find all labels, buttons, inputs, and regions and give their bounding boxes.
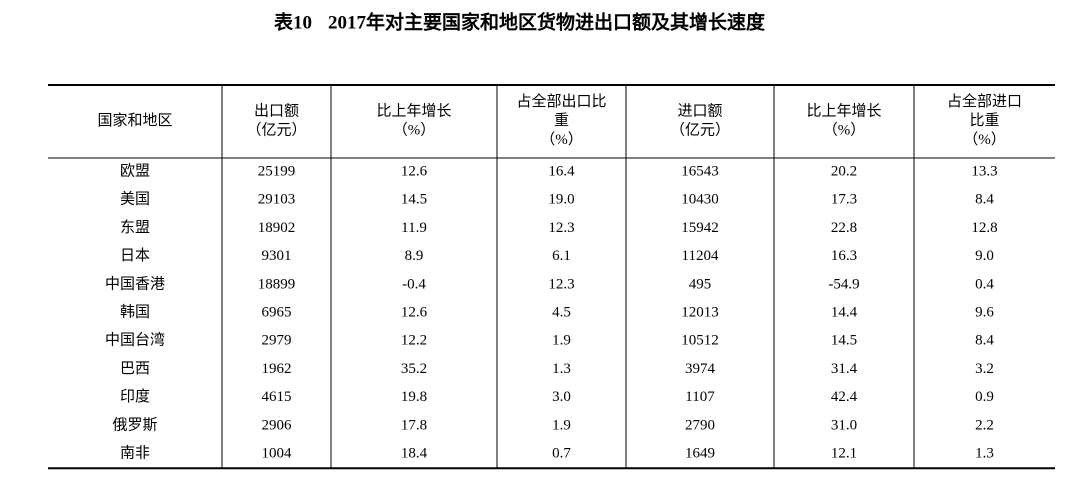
header-cell: 占全部进口 (947, 92, 1022, 110)
cell: 14.5 (401, 192, 427, 208)
header-cell: 比上年增长 (376, 102, 451, 119)
cell: 2790 (685, 417, 715, 433)
cell: 2979 (262, 333, 292, 349)
header-cell: 国家和地区 (97, 112, 172, 129)
cell: 12013 (681, 305, 719, 321)
cell: 18899 (258, 276, 296, 292)
cell: 3.0 (552, 389, 571, 405)
cell: 2.2 (975, 417, 994, 433)
row-label: 东盟 (120, 219, 150, 236)
cell: 0.7 (552, 446, 571, 462)
row-label: 欧盟 (120, 163, 150, 180)
cell: 6965 (262, 305, 292, 321)
title-number: 表10 (274, 10, 312, 33)
title-text: 2017年对主要国家和地区货物进出口额及其增长速度 (328, 10, 766, 33)
cell: 11.9 (401, 220, 427, 236)
row-label: 美国 (120, 191, 150, 208)
row-label: 韩国 (120, 304, 150, 321)
cell: 1.9 (552, 333, 571, 349)
cell: 9301 (262, 248, 292, 264)
cell: 25199 (258, 164, 296, 180)
header-cell: （亿元） (246, 121, 306, 138)
cell: 16543 (681, 164, 719, 180)
cell: 8.9 (405, 248, 424, 264)
cell: 12.8 (971, 220, 997, 236)
cell: 3.2 (975, 361, 994, 377)
cell: 1.3 (552, 361, 571, 377)
cell: 1004 (262, 446, 293, 462)
header-cell: （%） (963, 131, 1006, 148)
cell: 8.4 (975, 192, 994, 208)
cell: 18902 (258, 220, 296, 236)
cell: 19.0 (548, 192, 574, 208)
cell: 42.4 (831, 389, 858, 405)
header-cell: 比上年增长 (806, 102, 881, 119)
cell: 16.3 (831, 248, 857, 264)
cell: -54.9 (828, 276, 859, 292)
cell: 29103 (258, 192, 296, 208)
cell: 16.4 (548, 164, 575, 180)
cell: 6.1 (552, 248, 571, 264)
header-cell: 出口额 (254, 102, 299, 119)
cell: 8.4 (975, 333, 994, 349)
header-cell: （%） (540, 131, 583, 148)
header-cell: （亿元） (670, 121, 730, 138)
cell: 31.4 (831, 361, 858, 377)
cell: 0.4 (975, 276, 994, 292)
cell: 35.2 (401, 361, 427, 377)
cell: -0.4 (402, 276, 426, 292)
cell: 0.9 (975, 389, 994, 405)
header-cell: 重 (554, 112, 569, 129)
header-cell: 占全部出口比 (516, 92, 606, 110)
cell: 14.5 (831, 333, 857, 349)
row-label: 印度 (120, 388, 150, 405)
cell: 4.5 (552, 305, 571, 321)
cell: 17.8 (401, 417, 427, 433)
row-label: 中国台湾 (105, 332, 165, 349)
cell: 20.2 (831, 164, 857, 180)
header-cell: 比重 (969, 112, 999, 129)
cell: 1.9 (552, 417, 571, 433)
cell: 10512 (681, 333, 719, 349)
row-label: 巴西 (120, 361, 150, 377)
cell: 17.3 (831, 192, 857, 208)
cell: 1962 (262, 361, 292, 377)
cell: 12.6 (401, 164, 428, 180)
cell: 31.0 (831, 417, 857, 433)
cell: 12.3 (548, 276, 574, 292)
cell: 9.0 (975, 248, 994, 264)
cell: 9.6 (975, 305, 994, 321)
row-label: 南非 (120, 445, 150, 462)
cell: 22.8 (831, 220, 857, 236)
header-cell: （%） (823, 121, 866, 138)
cell: 2906 (262, 417, 293, 433)
cell: 19.8 (401, 389, 427, 405)
cell: 13.3 (971, 164, 997, 180)
cell: 14.4 (831, 305, 858, 321)
cell: 3974 (685, 361, 716, 377)
cell: 4615 (262, 389, 292, 405)
cell: 10430 (681, 192, 719, 208)
cell: 11204 (682, 248, 719, 264)
cell: 12.3 (548, 220, 574, 236)
cell: 18.4 (401, 446, 428, 462)
cell: 1.3 (975, 446, 994, 462)
cell: 12.1 (831, 446, 857, 462)
row-label: 俄罗斯 (112, 416, 157, 433)
cell: 15942 (681, 220, 719, 236)
cell: 12.2 (401, 333, 427, 349)
cell: 1107 (685, 389, 715, 405)
cell: 1649 (685, 446, 715, 462)
header-cell: （%） (393, 121, 436, 138)
cell: 495 (689, 276, 712, 292)
row-label: 日本 (120, 247, 150, 264)
header-cell: 进口额 (677, 102, 722, 119)
row-label: 中国香港 (105, 275, 165, 292)
cell: 12.6 (401, 305, 428, 321)
